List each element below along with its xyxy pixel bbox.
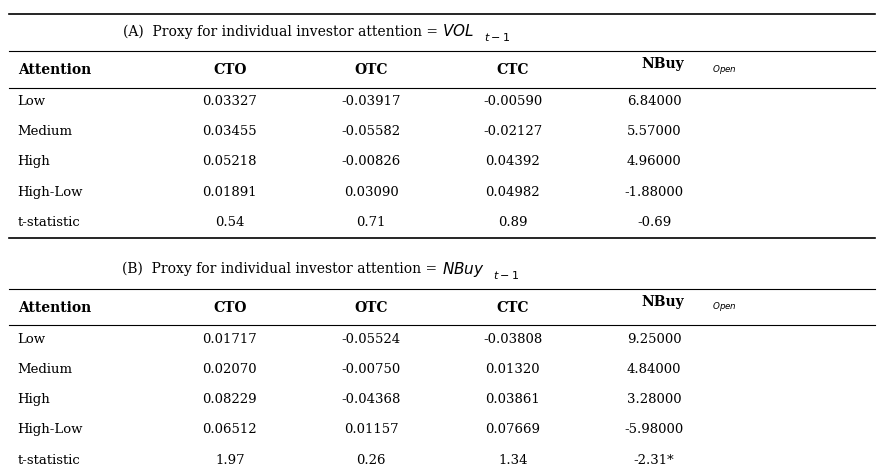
Text: CTC: CTC xyxy=(497,300,529,314)
Text: 0.26: 0.26 xyxy=(356,453,386,467)
Text: 0.01157: 0.01157 xyxy=(344,424,399,436)
Text: 0.71: 0.71 xyxy=(356,216,386,229)
Text: -0.05524: -0.05524 xyxy=(342,333,400,345)
Text: $_{Open}$: $_{Open}$ xyxy=(712,301,736,314)
Text: 0.01320: 0.01320 xyxy=(485,363,540,376)
Text: Low: Low xyxy=(18,333,46,345)
Text: 9.25000: 9.25000 xyxy=(627,333,682,345)
Text: 0.03861: 0.03861 xyxy=(485,393,540,406)
Text: NBuy: NBuy xyxy=(642,57,684,71)
Text: -0.03917: -0.03917 xyxy=(341,95,401,108)
Text: NBuy: NBuy xyxy=(642,295,684,309)
Text: 0.01891: 0.01891 xyxy=(202,186,257,199)
Text: 3.28000: 3.28000 xyxy=(627,393,682,406)
Text: High-Low: High-Low xyxy=(18,424,83,436)
Text: t-statistic: t-statistic xyxy=(18,216,80,229)
Text: Low: Low xyxy=(18,95,46,108)
Text: 0.03090: 0.03090 xyxy=(344,186,399,199)
Text: 5.57000: 5.57000 xyxy=(627,125,682,138)
Text: CTO: CTO xyxy=(213,300,247,314)
Text: Medium: Medium xyxy=(18,363,72,376)
Text: 4.84000: 4.84000 xyxy=(627,363,682,376)
Text: -0.03808: -0.03808 xyxy=(483,333,543,345)
Text: -0.04368: -0.04368 xyxy=(341,393,401,406)
Text: 0.04392: 0.04392 xyxy=(485,155,540,168)
Text: OTC: OTC xyxy=(354,63,388,77)
Text: -0.00590: -0.00590 xyxy=(483,95,543,108)
Text: 0.89: 0.89 xyxy=(498,216,528,229)
Text: -5.98000: -5.98000 xyxy=(624,424,684,436)
Text: 0.03455: 0.03455 xyxy=(202,125,257,138)
Text: -0.69: -0.69 xyxy=(637,216,671,229)
Text: 0.08229: 0.08229 xyxy=(202,393,257,406)
Text: 0.03327: 0.03327 xyxy=(202,95,257,108)
Text: 0.06512: 0.06512 xyxy=(202,424,257,436)
Text: OTC: OTC xyxy=(354,300,388,314)
Text: 0.04982: 0.04982 xyxy=(485,186,540,199)
Text: $t-1$: $t-1$ xyxy=(493,269,519,281)
Text: 0.54: 0.54 xyxy=(215,216,245,229)
Text: 0.01717: 0.01717 xyxy=(202,333,257,345)
Text: -0.02127: -0.02127 xyxy=(483,125,543,138)
Text: $\mathit{NBuy}$: $\mathit{NBuy}$ xyxy=(442,260,484,278)
Text: 6.84000: 6.84000 xyxy=(627,95,682,108)
Text: 1.97: 1.97 xyxy=(215,453,245,467)
Text: -0.00826: -0.00826 xyxy=(341,155,401,168)
Text: High-Low: High-Low xyxy=(18,186,83,199)
Text: CTC: CTC xyxy=(497,63,529,77)
Text: t-statistic: t-statistic xyxy=(18,453,80,467)
Text: $\mathit{VOL}$: $\mathit{VOL}$ xyxy=(442,23,474,39)
Text: Attention: Attention xyxy=(18,300,91,314)
Text: 1.34: 1.34 xyxy=(498,453,528,467)
Text: Attention: Attention xyxy=(18,63,91,77)
Text: -1.88000: -1.88000 xyxy=(625,186,683,199)
Text: 0.05218: 0.05218 xyxy=(202,155,257,168)
Text: -2.31*: -2.31* xyxy=(634,453,674,467)
Text: 4.96000: 4.96000 xyxy=(627,155,682,168)
Text: CTO: CTO xyxy=(213,63,247,77)
Text: 0.07669: 0.07669 xyxy=(485,424,540,436)
Text: $t-1$: $t-1$ xyxy=(484,31,510,43)
Text: $_{Open}$: $_{Open}$ xyxy=(712,63,736,77)
Text: High: High xyxy=(18,155,50,168)
Text: (B)  Proxy for individual investor attention =: (B) Proxy for individual investor attent… xyxy=(123,262,442,276)
Text: -0.05582: -0.05582 xyxy=(342,125,400,138)
Text: High: High xyxy=(18,393,50,406)
Text: 0.02070: 0.02070 xyxy=(202,363,257,376)
Text: Medium: Medium xyxy=(18,125,72,138)
Text: -0.00750: -0.00750 xyxy=(341,363,401,376)
Text: (A)  Proxy for individual investor attention =: (A) Proxy for individual investor attent… xyxy=(123,24,442,39)
